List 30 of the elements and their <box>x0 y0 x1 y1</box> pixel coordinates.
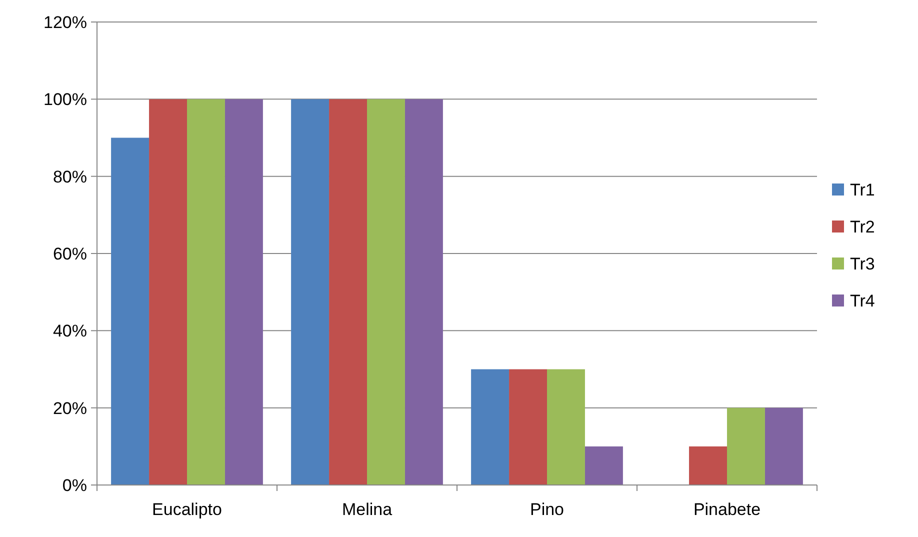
bar <box>367 99 405 485</box>
y-tick-label: 40% <box>52 322 87 341</box>
x-tick-label: Pinabete <box>693 500 761 519</box>
bar <box>584 446 623 485</box>
y-tick-label: 80% <box>52 167 87 186</box>
x-tick-label: Pino <box>530 500 564 519</box>
y-tick-label: 0% <box>62 476 87 495</box>
x-tick-label: Eucalipto <box>152 500 222 519</box>
bar <box>509 369 547 485</box>
legend-label: Tr2 <box>850 217 875 236</box>
bar <box>149 99 187 485</box>
bar <box>727 408 765 485</box>
y-tick-label: 120% <box>44 12 87 32</box>
bar <box>329 99 367 485</box>
bar <box>111 138 150 485</box>
bar <box>187 99 225 485</box>
bar <box>764 408 803 485</box>
y-tick-label: 20% <box>52 398 87 418</box>
bar <box>547 369 585 485</box>
x-tick-label: Melina <box>342 500 393 519</box>
bar <box>471 369 510 485</box>
y-tick-label: 100% <box>44 90 87 110</box>
bar <box>224 99 263 485</box>
legend-label: Tr1 <box>850 180 875 200</box>
bar <box>404 99 443 485</box>
legend-label: Tr3 <box>850 254 875 274</box>
legend-label: Tr4 <box>850 291 875 310</box>
bar <box>291 99 330 485</box>
y-tick-label: 60% <box>52 244 87 264</box>
bar <box>689 446 727 485</box>
